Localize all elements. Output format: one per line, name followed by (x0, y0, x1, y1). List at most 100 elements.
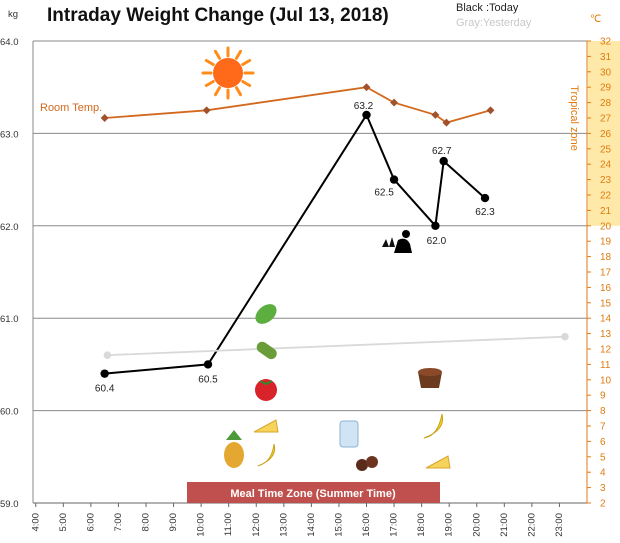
y2-tick-label: 12 (600, 345, 612, 356)
chart-title: Intraday Weight Change (Jul 13, 2018) (47, 5, 389, 26)
x-tick-label: 7:00 (113, 513, 124, 532)
x-tick-label: 8:00 (141, 513, 152, 532)
weight-point (389, 175, 399, 184)
weight-point (203, 360, 213, 369)
snack-icon (356, 459, 368, 471)
yesterday-point (103, 351, 112, 359)
y2-tick-label: 27 (600, 114, 612, 125)
y2-tick-label: 10 (600, 375, 612, 386)
x-tick-label: 13:00 (278, 513, 289, 537)
x-tick-label: 4:00 (30, 513, 41, 532)
y2-tick-label: 14 (600, 314, 612, 325)
x-tick-label: 5:00 (58, 513, 69, 532)
y2-tick-label: 22 (600, 191, 612, 202)
yesterday-point (561, 332, 569, 341)
y2-tick-label: 20 (600, 221, 612, 232)
y2-tick-label: 25 (600, 144, 612, 155)
x-tick-label: 16:00 (361, 513, 372, 537)
legend-today: Black :Today (456, 2, 519, 14)
temp-point (362, 83, 371, 92)
data-label: 62.5 (374, 188, 394, 199)
data-label: 62.3 (475, 207, 495, 218)
x-tick-label: 19:00 (444, 513, 455, 537)
y2-tick-label: 32 (600, 37, 612, 48)
y2-tick-label: 18 (600, 252, 612, 263)
room-temp-label: Room Temp. (40, 102, 102, 114)
water-glass-icon (339, 420, 359, 448)
y2-tick-label: 24 (600, 160, 612, 171)
series-line-yesterday (107, 335, 565, 357)
y2-tick-label: 5 (600, 452, 606, 463)
y2-tick-label: 13 (600, 329, 612, 340)
x-tick-label: 18:00 (416, 513, 427, 537)
weight-point (100, 369, 109, 378)
x-tick-label: 17:00 (389, 513, 400, 537)
cheese-icon (425, 455, 451, 469)
legend-yesterday: Gray:Yesterday (456, 17, 532, 29)
pineapple-top-icon (226, 430, 242, 440)
y2-tick-label: 6 (600, 437, 606, 448)
y2-tick-label: 31 (600, 52, 612, 63)
sun-ray (235, 86, 242, 97)
y2-tick-label: 19 (600, 237, 612, 248)
soup-surface-icon (418, 368, 442, 376)
y2-tick-label: 9 (600, 391, 606, 402)
x-tick-label: 11:00 (223, 513, 234, 536)
data-label: 62.0 (427, 236, 447, 247)
temp-point (100, 114, 109, 122)
weight-point (439, 156, 448, 166)
x-tick-label: 9:00 (168, 513, 179, 532)
x-tick-label: 10:00 (196, 513, 207, 537)
weight-point (431, 221, 440, 230)
temp-point (486, 106, 495, 115)
snack-icon (366, 456, 378, 468)
data-label: 63.2 (354, 101, 374, 112)
series-line-room_temp (104, 86, 491, 124)
pineapple-icon (224, 442, 244, 468)
x-tick-label: 22:00 (526, 513, 537, 537)
sun-ray (214, 86, 221, 97)
y2-tick-label: 2 (600, 499, 606, 510)
y-tick-label: 59.0 (0, 499, 19, 510)
y2-tick-label: 23 (600, 175, 612, 186)
weight-point (362, 110, 371, 120)
y-tick-label: 64.0 (0, 37, 19, 48)
y2-tick-label: 30 (600, 67, 612, 78)
plant-icon (382, 237, 395, 247)
banana-icon (257, 443, 276, 467)
cheese-icon (253, 419, 279, 433)
meal-time-zone-label: Meal Time Zone (Summer Time) (230, 488, 396, 500)
y-tick-label: 60.0 (0, 407, 19, 418)
sun-ray (204, 80, 215, 87)
meal-time-zone-bar (187, 482, 440, 503)
leaf-icon (255, 304, 277, 324)
data-label: 60.4 (95, 384, 115, 395)
y-tick-label: 63.0 (0, 129, 19, 140)
y2-tick-label: 16 (600, 283, 612, 294)
person-head-icon (402, 230, 410, 238)
banana-icon (423, 413, 444, 439)
y-tick-label: 62.0 (0, 222, 19, 233)
x-tick-label: 14:00 (306, 513, 317, 537)
x-tick-label: 12:00 (251, 513, 262, 537)
sun-ray (235, 49, 242, 60)
tropical-zone-label: Tropical zone (568, 85, 580, 151)
y2-tick-label: 21 (600, 206, 612, 217)
y2-tick-label: 17 (600, 268, 612, 279)
temp-point (202, 106, 211, 115)
x-tick-label: 15:00 (333, 513, 344, 537)
cucumber-icon (256, 341, 277, 360)
y2-tick-label: 3 (600, 483, 606, 494)
x-tick-label: 6:00 (85, 513, 96, 532)
tropical-zone-band (588, 41, 620, 226)
tomato-leaf-icon (259, 380, 273, 386)
y2-tick-label: 11 (600, 360, 611, 371)
x-tick-label: 21:00 (499, 513, 510, 537)
exercise-icon (394, 238, 412, 253)
sun-ray (204, 59, 215, 66)
y2-tick-label: 15 (600, 298, 612, 309)
temp-point (390, 98, 399, 107)
y2-tick-label: 4 (600, 468, 606, 479)
tomato-icon (255, 379, 277, 401)
